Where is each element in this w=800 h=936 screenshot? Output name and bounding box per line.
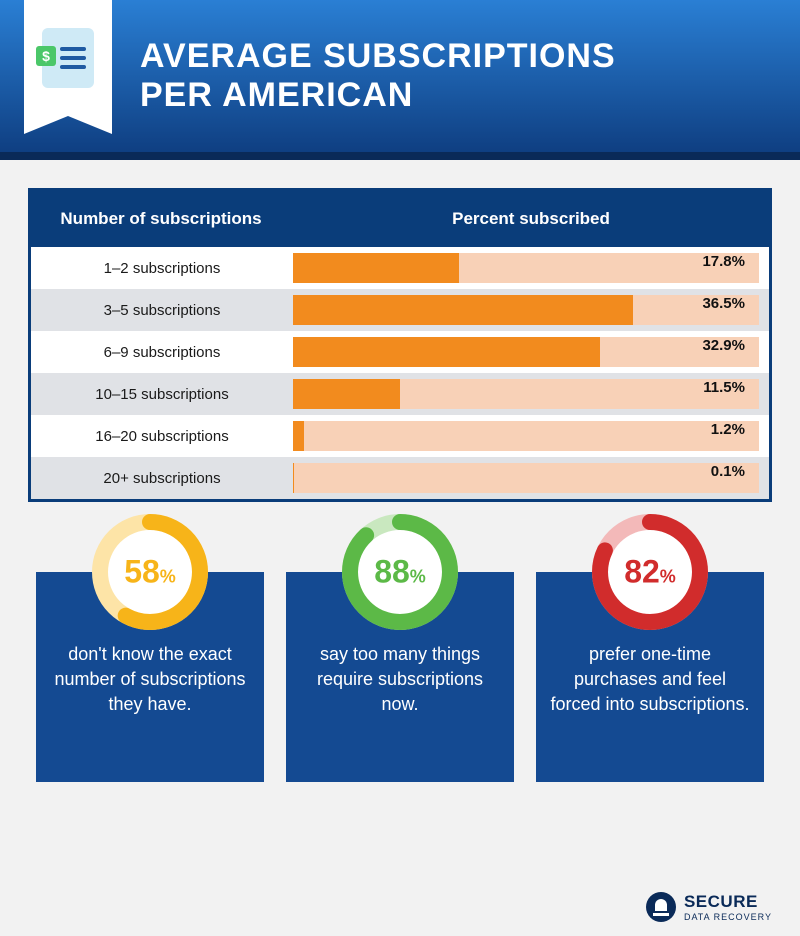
title-line1: AVERAGE SUBSCRIPTIONS: [140, 37, 616, 76]
donut-value: 82%: [624, 550, 676, 595]
stat-cards: 58% don't know the exact number of subscr…: [0, 502, 800, 782]
donut-chart: 88%: [338, 510, 462, 634]
bar-fill: [293, 253, 459, 283]
bar-track: 0.1%: [293, 463, 759, 493]
row-label: 16–20 subscriptions: [31, 415, 293, 457]
chart-row: 3–5 subscriptions 36.5%: [31, 289, 769, 331]
stat-card: 58%don't know the exact number of subscr…: [36, 572, 264, 782]
bar-value: 1.2%: [711, 421, 745, 438]
header: AVERAGE SUBSCRIPTIONS PER AMERICAN: [0, 0, 800, 160]
bar-fill: [293, 295, 633, 325]
phone-subscription-icon: $: [42, 28, 94, 88]
subscriptions-chart: Number of subscriptions Percent subscrib…: [28, 188, 772, 502]
bar-track: 36.5%: [293, 295, 759, 325]
bar-cell: 36.5%: [293, 289, 769, 331]
chart-body: 1–2 subscriptions17.8%3–5 subscriptions3…: [31, 247, 769, 499]
bar-value: 17.8%: [702, 253, 745, 270]
bar-track: 1.2%: [293, 421, 759, 451]
col-header-subscriptions: Number of subscriptions: [31, 191, 293, 247]
row-label: 3–5 subscriptions: [31, 289, 293, 331]
row-label: 1–2 subscriptions: [31, 247, 293, 289]
bar-fill: [293, 421, 304, 451]
stat-caption: say too many things require subscription…: [300, 642, 500, 718]
bar-value: 11.5%: [703, 379, 745, 396]
bar-cell: 17.8%: [293, 247, 769, 289]
bar-cell: 0.1%: [293, 457, 769, 499]
bar-value: 36.5%: [702, 295, 745, 312]
chart-row: 1–2 subscriptions 17.8%: [31, 247, 769, 289]
bar-value: 0.1%: [711, 463, 745, 480]
bar-fill: [293, 337, 600, 367]
bar-value: 32.9%: [702, 337, 745, 354]
brand-text: SECURE DATA RECOVERY: [684, 892, 772, 922]
bar-fill: [293, 463, 294, 493]
donut-value: 58%: [124, 550, 176, 595]
bar-cell: 1.2%: [293, 415, 769, 457]
donut-value: 88%: [374, 550, 426, 595]
bar-cell: 32.9%: [293, 331, 769, 373]
brand-line1: SECURE: [684, 892, 758, 911]
donut-chart: 82%: [588, 510, 712, 634]
ribbon-badge: $: [24, 0, 112, 116]
footer-logo: SECURE DATA RECOVERY: [646, 892, 772, 922]
col-header-percent: Percent subscribed: [293, 191, 769, 247]
donut-chart: 58%: [88, 510, 212, 634]
chart-row: 6–9 subscriptions 32.9%: [31, 331, 769, 373]
lock-icon: [646, 892, 676, 922]
page-title: AVERAGE SUBSCRIPTIONS PER AMERICAN: [140, 37, 616, 115]
row-label: 10–15 subscriptions: [31, 373, 293, 415]
stat-caption: don't know the exact number of subscript…: [50, 642, 250, 718]
bar-fill: [293, 379, 400, 409]
chart-row: 16–20 subscriptions 1.2%: [31, 415, 769, 457]
title-line2: PER AMERICAN: [140, 76, 616, 115]
stat-card: 88%say too many things require subscript…: [286, 572, 514, 782]
bar-track: 11.5%: [293, 379, 759, 409]
chart-row: 10–15 subscriptions 11.5%: [31, 373, 769, 415]
chart-row: 20+ subscriptions 0.1%: [31, 457, 769, 499]
bar-track: 17.8%: [293, 253, 759, 283]
bar-track: 32.9%: [293, 337, 759, 367]
row-label: 6–9 subscriptions: [31, 331, 293, 373]
stat-card: 82%prefer one-time purchases and feel fo…: [536, 572, 764, 782]
dollar-icon: $: [36, 46, 56, 66]
stat-caption: prefer one-time purchases and feel force…: [550, 642, 750, 718]
chart-header: Number of subscriptions Percent subscrib…: [31, 191, 769, 247]
brand-line2: DATA RECOVERY: [684, 912, 772, 922]
bar-cell: 11.5%: [293, 373, 769, 415]
row-label: 20+ subscriptions: [31, 457, 293, 499]
